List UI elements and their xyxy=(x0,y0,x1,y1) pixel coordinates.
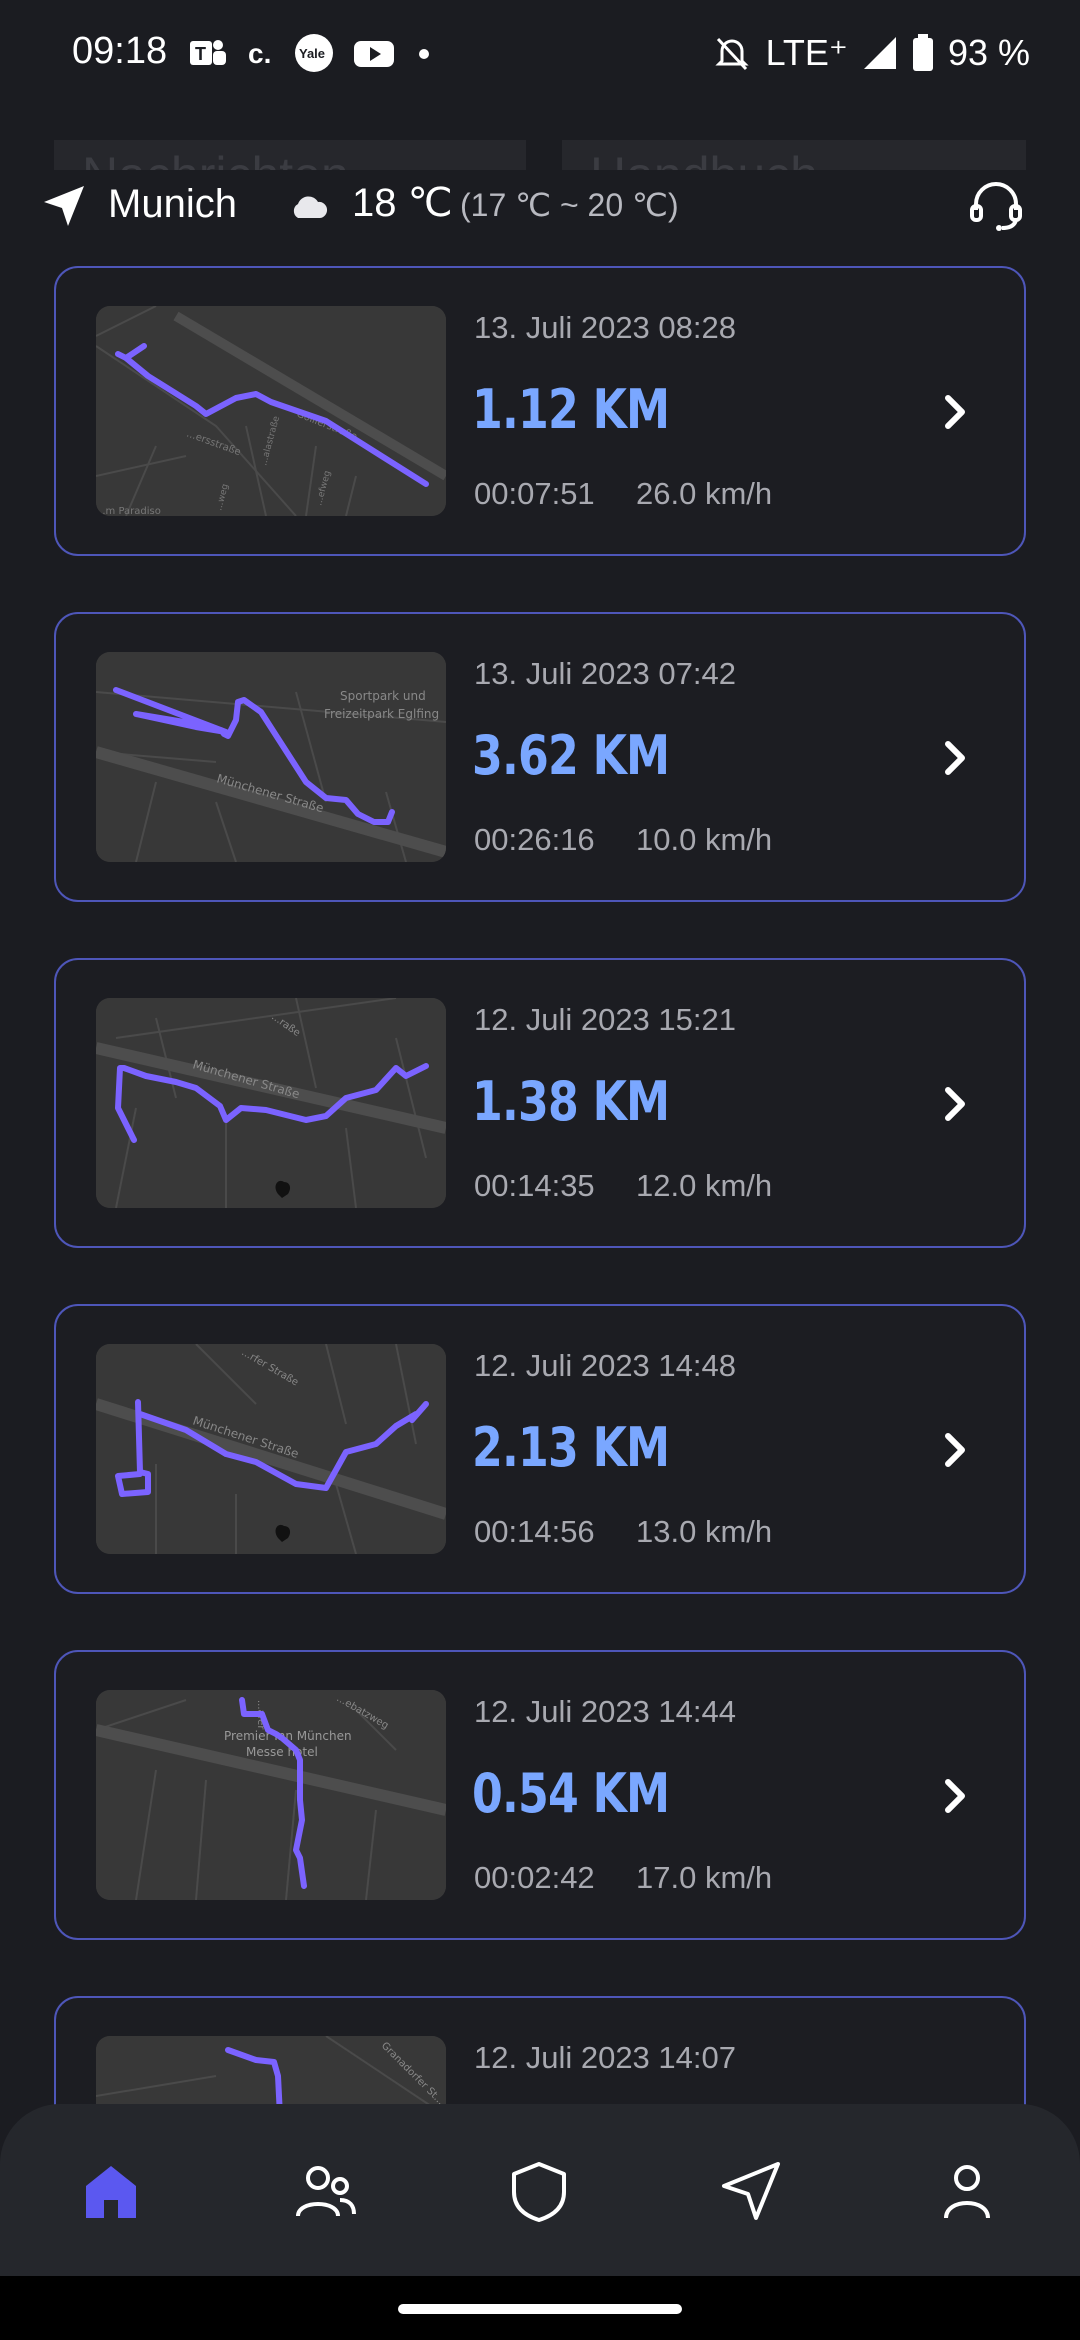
c-icon: c. xyxy=(248,38,271,69)
route-map-thumbnail: ...ersstraße Gollierstraße ...alastraße … xyxy=(96,306,446,516)
bell-off-icon xyxy=(714,37,749,71)
trip-speed: 17.0 km/h xyxy=(636,1860,773,1895)
notification-icons: T c. Yale xyxy=(188,30,434,76)
route-map-thumbnail: Premier Inn München Messe hotel ...ebatz… xyxy=(96,1690,446,1900)
trip-speed: 26.0 km/h xyxy=(636,476,773,511)
chevron-right-icon[interactable] xyxy=(936,734,976,782)
svg-text:T: T xyxy=(195,44,206,64)
trip-duration: 00:07:51 xyxy=(474,476,595,511)
trip-distance: 2.13 KM xyxy=(472,1416,670,1479)
route-map: Sportpark und Freizeitpark Eglfing Münch… xyxy=(96,652,446,862)
svg-text:c.: c. xyxy=(248,38,271,69)
trip-card[interactable]: Münchener Straße ...rfer Straße 12. Juli… xyxy=(54,1304,1026,1594)
trip-speed: 12.0 km/h xyxy=(636,1168,773,1203)
route-map: Premier Inn München Messe hotel ...ebatz… xyxy=(96,1690,446,1900)
route-map: Münchener Straße ...rfer Straße xyxy=(96,1344,446,1554)
chevron-right-icon[interactable] xyxy=(936,1772,976,1820)
shield-icon[interactable] xyxy=(504,2156,574,2226)
trip-card[interactable]: Münchener Straße ...raße 12. Juli 2023 1… xyxy=(54,958,1026,1248)
battery-icon xyxy=(912,34,933,71)
route-map-thumbnail: Münchener Straße ...rfer Straße xyxy=(96,1344,446,1554)
home-icon[interactable] xyxy=(76,2156,146,2226)
chevron-right-icon[interactable] xyxy=(936,1426,976,1474)
city-name: Munich xyxy=(108,182,237,226)
trip-card[interactable]: Premier Inn München Messe hotel ...ebatz… xyxy=(54,1650,1026,1940)
map-place-label: Premier Inn München xyxy=(224,1729,352,1743)
chevron-right-icon[interactable] xyxy=(936,388,976,436)
trip-duration: 00:14:56 xyxy=(474,1514,595,1549)
cloud-icon xyxy=(293,196,328,218)
trip-speed: 13.0 km/h xyxy=(636,1514,773,1549)
location-weather-row: Munich 18 ℃ (17 ℃ ~ 20 ℃) xyxy=(0,170,1080,240)
status-time: 09:18 xyxy=(72,30,168,72)
trip-distance: 0.54 KM xyxy=(472,1762,670,1825)
trip-duration: 00:14:35 xyxy=(474,1168,595,1203)
temperature: 18 ℃ xyxy=(352,181,453,225)
trip-distance: 1.12 KM xyxy=(472,378,670,441)
map-place-label: Messe hotel xyxy=(246,1745,318,1759)
route-map: Münchener Straße ...raße xyxy=(96,998,446,1208)
trip-speed: 10.0 km/h xyxy=(636,822,773,857)
battery-percent: 93 % xyxy=(947,32,1030,73)
route-map: ...ersstraße Gollierstraße ...alastraße … xyxy=(96,306,446,516)
teams-icon: T xyxy=(190,40,226,65)
youtube-icon xyxy=(354,41,394,67)
trip-distance: 1.38 KM xyxy=(472,1070,670,1133)
route-map-thumbnail: Münchener Straße ...raße xyxy=(96,998,446,1208)
temperature-range: (17 ℃ ~ 20 ℃) xyxy=(460,187,679,223)
status-bar: 09:18 T c. Yale LTE⁺ 93 % xyxy=(0,0,1080,110)
bottom-navigation xyxy=(0,2104,1080,2276)
headset-support-icon[interactable] xyxy=(966,176,1026,236)
signal-icon xyxy=(863,37,896,69)
profile-icon[interactable] xyxy=(932,2156,1002,2226)
system-icons: LTE⁺ 93 % xyxy=(712,30,1030,76)
home-gesture-handle[interactable] xyxy=(398,2304,682,2314)
map-place-label: Sportpark und xyxy=(340,689,426,703)
yale-icon: Yale xyxy=(295,34,333,72)
people-icon[interactable] xyxy=(290,2156,360,2226)
gesture-bar-area xyxy=(0,2276,1080,2340)
trip-distance: 3.62 KM xyxy=(472,724,670,787)
trip-date: 13. Juli 2023 08:28 xyxy=(474,310,736,345)
location-arrow-icon xyxy=(44,186,84,226)
network-label: LTE⁺ xyxy=(765,32,848,73)
map-place-label: ...m Paradiso xyxy=(96,506,161,516)
trip-card[interactable]: ...ersstraße Gollierstraße ...alastraße … xyxy=(54,266,1026,556)
trip-duration: 00:02:42 xyxy=(474,1860,595,1895)
trip-date: 12. Juli 2023 14:48 xyxy=(474,1348,736,1383)
trip-date: 12. Juli 2023 14:44 xyxy=(474,1694,736,1729)
trip-date: 13. Juli 2023 07:42 xyxy=(474,656,736,691)
route-map-thumbnail: Sportpark und Freizeitpark Eglfing Münch… xyxy=(96,652,446,862)
trip-date: 12. Juli 2023 15:21 xyxy=(474,1002,736,1037)
trip-date: 12. Juli 2023 14:07 xyxy=(474,2040,736,2075)
dot-icon xyxy=(419,49,429,59)
navigate-icon[interactable] xyxy=(716,2156,786,2226)
map-place-label: Freizeitpark Eglfing xyxy=(324,707,439,721)
svg-text:Yale: Yale xyxy=(299,46,325,61)
trip-duration: 00:26:16 xyxy=(474,822,595,857)
chevron-right-icon[interactable] xyxy=(936,1080,976,1128)
trip-card[interactable]: Sportpark und Freizeitpark Eglfing Münch… xyxy=(54,612,1026,902)
